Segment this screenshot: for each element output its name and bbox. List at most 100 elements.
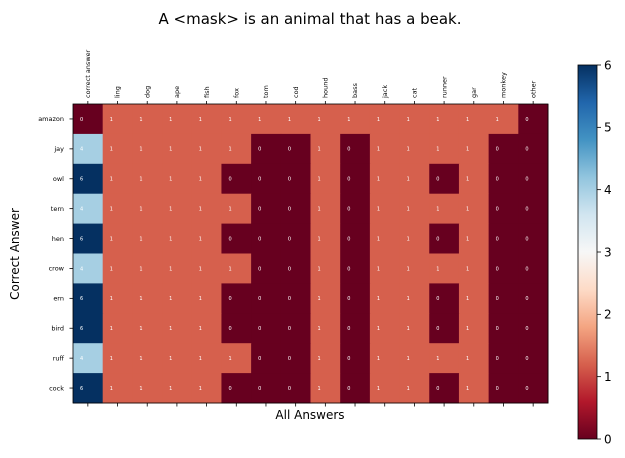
cell-value-label: 1 [139,326,142,332]
cell-value-label: 0 [525,326,528,332]
heatmap-cell [310,193,341,225]
cell-value-label: 4 [80,206,83,212]
heatmap-cell [399,253,430,284]
heatmap-cell [251,253,282,284]
cell-value-label: 1 [169,177,172,183]
cell-value-label: 1 [466,117,469,123]
heatmap-cell [369,163,401,195]
heatmap-cell [251,163,282,195]
cell-value-label: 1 [110,386,113,392]
heatmap-cell [458,223,490,254]
cell-value-label: 1 [110,326,113,332]
heatmap-cell [132,253,163,284]
heatmap-cell [251,343,282,374]
cell-value-label: 1 [228,356,231,362]
cell-value-label: 1 [110,296,113,302]
cell-value-label: 1 [228,117,231,123]
cell-value-label: 1 [377,356,380,362]
cell-value-label: 1 [169,266,172,272]
colorbar-gradient [577,64,598,440]
heatmap-cell [518,223,549,254]
cell-value-label: 1 [139,356,142,362]
heatmap-cell [73,133,104,165]
cell-value-label: 0 [347,386,350,392]
heatmap-cell [251,104,282,135]
cell-value-label: 0 [436,296,439,302]
cell-value-label: 1 [377,117,380,123]
cell-value-label: 1 [407,147,410,153]
cell-value-label: 1 [318,266,321,272]
heatmap-cell [518,343,549,374]
heatmap-cell [73,253,104,284]
cell-value-label: 1 [318,386,321,392]
heatmap-cell [518,283,549,314]
cell-value-label: 0 [288,296,291,302]
cell-value-label: 0 [228,177,231,183]
heatmap-cell [518,133,549,165]
cell-value-label: 1 [347,117,350,123]
colorbar-tick-label: 3 [604,245,612,259]
heatmap-cell [310,283,341,314]
cell-value-label: 0 [228,296,231,302]
cell-value-label: 1 [110,147,113,153]
heatmap-cell [310,343,341,374]
heatmap-cell [251,223,282,254]
y-tick-label: tern [51,205,64,213]
cell-value-label: 1 [110,236,113,242]
cell-value-label: 0 [288,147,291,153]
cell-value-label: 0 [347,326,350,332]
heatmap-cell [340,193,371,225]
heatmap-cell [488,163,519,195]
cell-value-label: 0 [258,177,261,183]
heatmap-cell [488,193,519,225]
cell-value-label: 1 [466,266,469,272]
colorbar-tick-label: 6 [604,58,612,72]
heatmap-cell [251,133,282,165]
cell-value-label: 1 [496,117,499,123]
heatmap-cell [518,253,549,284]
heatmap-cell [280,253,311,284]
heatmap-cell [429,163,460,195]
cell-value-label: 1 [139,147,142,153]
cell-value-label: 1 [169,386,172,392]
heatmap-cell [399,313,430,344]
x-axis-label: All Answers [275,408,344,422]
heatmap-cell [73,373,104,404]
cell-value-label: 1 [377,296,380,302]
cell-value-label: 1 [466,206,469,212]
heatmap-cell [340,133,371,165]
heatmap-cell [399,104,430,135]
heatmap-cell [429,283,460,314]
heatmap-cell [369,283,401,314]
colorbar-tick-label: 5 [604,121,612,135]
heatmap-cell [132,343,163,374]
heatmap-cell [221,223,252,254]
cell-value-label: 1 [110,266,113,272]
heatmap-cell [340,163,371,195]
heatmap-cell [369,313,401,344]
cell-value-label: 0 [496,356,499,362]
colorbar: 0 1 2 3 4 5 6 [577,58,612,446]
heatmap-cell [488,373,519,404]
cell-value-label: 0 [258,266,261,272]
heatmap-cell [310,313,341,344]
cell-value-label: 1 [318,206,321,212]
heatmap-cell [458,313,490,344]
cell-value-label: 1 [377,206,380,212]
heatmap-cell [518,163,549,195]
cell-value-label: 1 [110,356,113,362]
heatmap-cell [310,104,341,135]
heatmap-cell [221,313,252,344]
x-tick-label: jack [381,85,389,99]
cell-value-label: 0 [288,177,291,183]
heatmap-cell [369,104,401,135]
cell-value-label: 1 [169,236,172,242]
x-tick-label: fish [203,86,211,98]
cell-value-label: 1 [407,356,410,362]
heatmap-cell [162,133,193,165]
y-axis-label: Correct Answer [8,208,22,300]
cell-value-label: 0 [347,206,350,212]
heatmap-cell [191,193,222,225]
cell-value-label: 1 [139,296,142,302]
cell-value-label: 0 [258,296,261,302]
